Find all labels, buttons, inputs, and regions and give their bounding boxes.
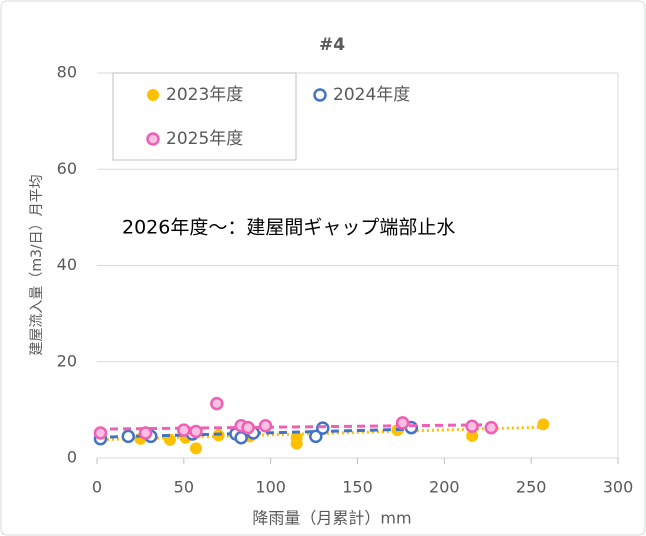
legend-marker — [146, 132, 160, 146]
annotation: 2026年度～：建屋間ギャップ端部止水 — [122, 217, 455, 239]
chart-title: #4 — [319, 35, 345, 55]
point — [465, 419, 479, 433]
legend-label: 2025年度 — [166, 129, 243, 149]
point — [210, 396, 224, 411]
x-tick-label: 200 — [429, 478, 460, 497]
trend-line — [96, 423, 492, 431]
point — [138, 426, 153, 440]
y-tick-label: 60 — [57, 159, 77, 178]
legend-box — [112, 72, 297, 161]
point — [189, 442, 202, 455]
point — [258, 419, 273, 433]
y-axis-label: 建屋流入量（m3/日）月平均 — [29, 174, 45, 355]
point — [395, 416, 410, 430]
legend-marker — [313, 88, 327, 102]
x-tick-label: 0 — [92, 478, 102, 497]
y-tick-label: 0 — [67, 448, 77, 467]
point — [241, 420, 255, 435]
legend-label: 2024年度 — [333, 85, 410, 105]
x-axis-label: 降雨量（月累計）mm — [252, 509, 411, 528]
x-tick-label: 300 — [603, 478, 634, 497]
point — [121, 429, 136, 444]
point — [309, 429, 323, 444]
point — [234, 431, 248, 445]
point — [537, 418, 550, 431]
point — [290, 437, 303, 450]
x-tick-label: 250 — [516, 478, 547, 497]
point — [189, 424, 203, 439]
x-tick-label: 50 — [174, 478, 194, 497]
legend-marker — [147, 89, 159, 101]
x-tick-label: 150 — [342, 478, 373, 497]
y-tick-label: 40 — [57, 255, 77, 274]
legend-label: 2023年度 — [166, 85, 243, 105]
point — [93, 426, 108, 440]
y-tick-label: 20 — [57, 351, 77, 370]
point — [177, 423, 191, 437]
x-tick-label: 100 — [255, 478, 286, 497]
y-tick-label: 80 — [57, 63, 77, 82]
point — [484, 420, 498, 435]
